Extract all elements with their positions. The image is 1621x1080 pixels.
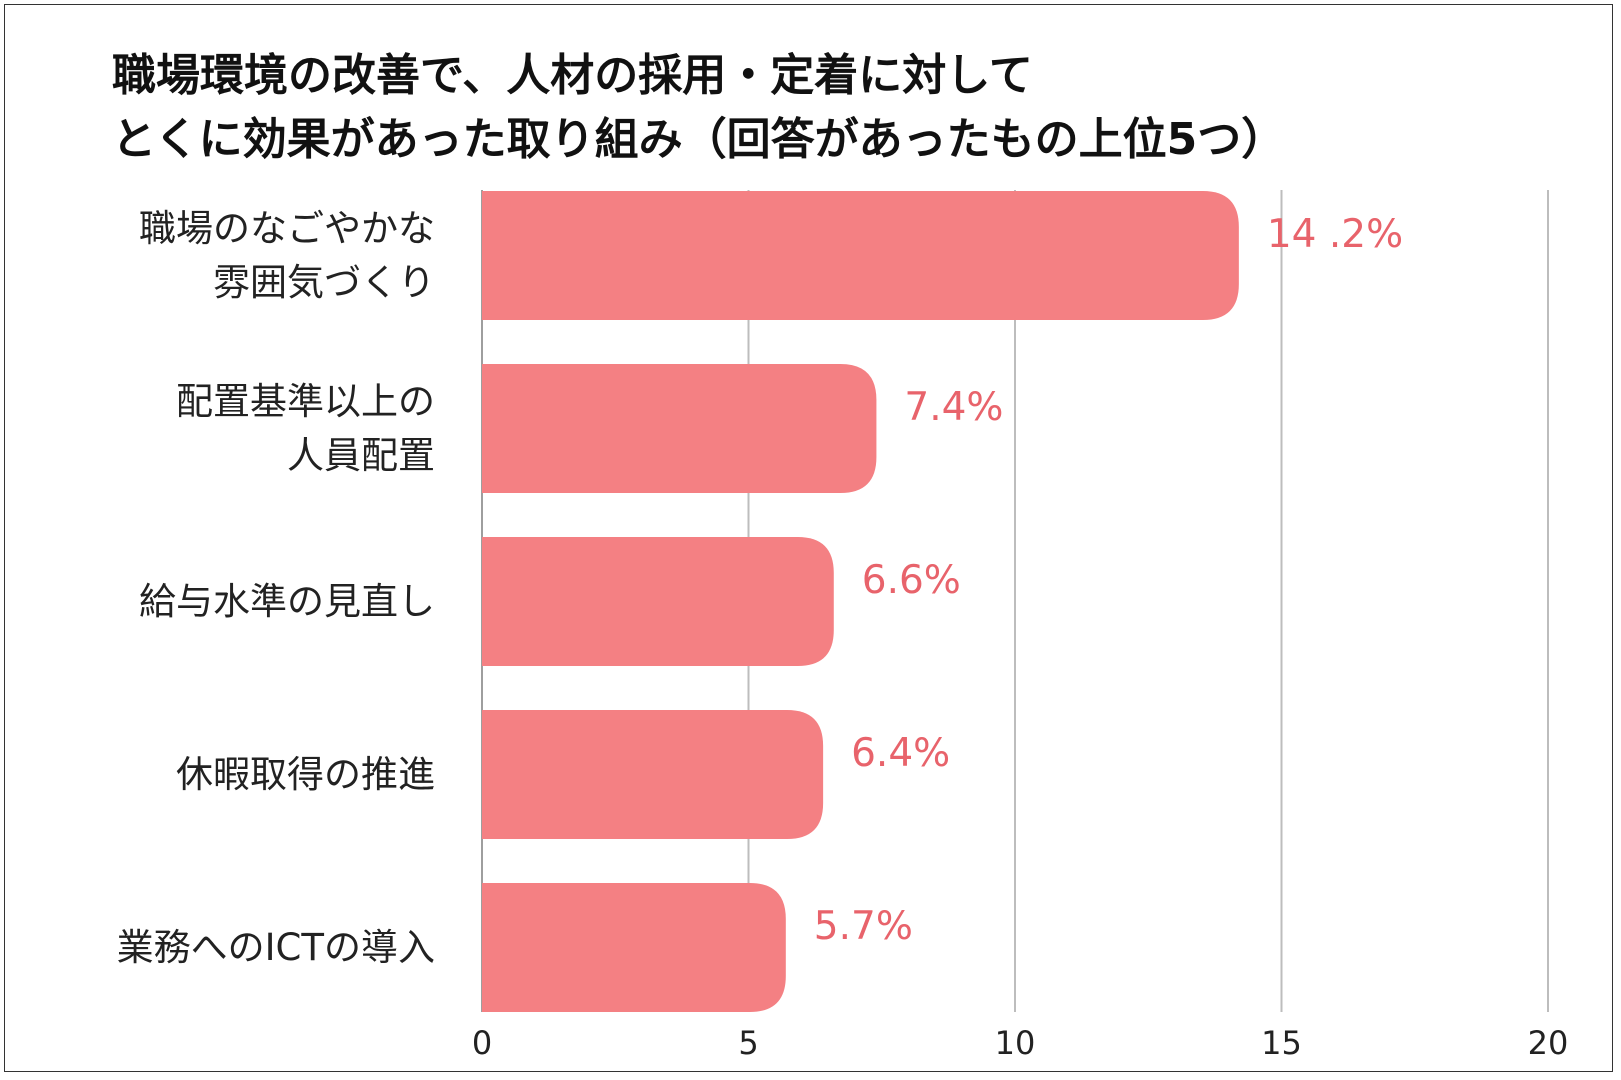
category-label-2: 配置基準以上の人員配置 [176, 375, 435, 483]
chart-title-line-2: とくに効果があった取り組み（回答があったもの上位5つ） [112, 114, 1286, 165]
category-label-3: 給与水準の見直し [139, 575, 435, 629]
x-tick-label-10: 10 [994, 1024, 1036, 1062]
bar-2 [482, 364, 877, 493]
category-label-4-line-1: 休暇取得の推進 [176, 752, 435, 796]
x-tick-label-15: 15 [1261, 1024, 1302, 1062]
value-label-2: 7.4% [904, 385, 1004, 430]
category-label-5-line-1: 業務へのICTの導入 [116, 925, 435, 969]
x-tick-label-0: 0 [471, 1024, 493, 1062]
bar-1 [482, 191, 1239, 320]
category-label-1-line-1: 職場のなごやかな [139, 206, 435, 250]
value-label-5: 5.7% [813, 904, 913, 949]
category-label-2-line-1: 配置基準以上の [176, 379, 435, 423]
x-tick-label-5: 5 [738, 1024, 759, 1062]
bar-3 [482, 537, 834, 666]
x-tick-label-20: 20 [1527, 1024, 1569, 1062]
bar-5 [482, 883, 786, 1012]
bars [482, 191, 1239, 1012]
category-label-3-line-1: 給与水準の見直し [139, 579, 435, 623]
category-label-1-line-2: 雰囲気づくり [213, 260, 435, 304]
value-label-4: 6.4% [851, 731, 951, 776]
chart-title-line-1: 職場環境の改善で、人材の採用・定着に対して [112, 50, 1033, 101]
value-label-1: 14 .2% [1266, 212, 1404, 257]
category-label-1: 職場のなごやかな雰囲気づくり [139, 202, 435, 310]
category-label-4: 休暇取得の推進 [176, 748, 435, 802]
category-label-2-line-2: 人員配置 [287, 433, 435, 477]
chart-title: 職場環境の改善で、人材の採用・定着に対して とくに効果があった取り組み（回答があ… [112, 44, 1285, 172]
category-label-5: 業務へのICTの導入 [117, 921, 435, 975]
bar-4 [482, 710, 824, 839]
value-label-3: 6.6% [861, 558, 961, 603]
